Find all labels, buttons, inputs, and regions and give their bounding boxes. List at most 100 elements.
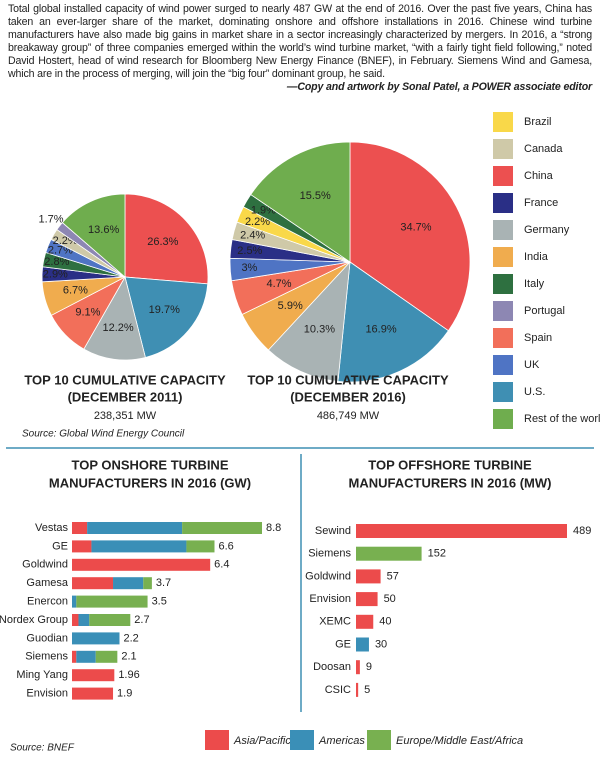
bar-segment [72,614,79,626]
pie-slice [61,193,126,278]
total-label: 3.5 [152,596,167,608]
legend-swatch [493,193,513,213]
legend-label: Europe/Middle East/Africa [396,735,523,747]
bar-segment [72,577,114,590]
chart-title: (DECEMBER 2016) [290,389,406,404]
bar-segment [95,650,118,663]
legend-label: Portugal [524,305,565,317]
bar-segment [72,650,77,663]
total-label: 8.8 [266,522,281,534]
legend-label: China [524,170,554,182]
value-label: 50 [384,593,396,605]
bar-segment [182,522,262,534]
legend-swatch [493,112,513,132]
bar [356,637,369,652]
legend-swatch [493,328,513,348]
chart-subtitle: 238,351 MW [94,410,157,422]
legend-label: India [524,251,549,263]
pie-label: 2.2% [245,216,270,228]
legend-swatch [493,301,513,321]
source: Source: Global Wind Energy Council [22,429,185,440]
category-label: Siemens [308,548,351,560]
bar-segment [72,687,114,700]
legend-label: Americas [318,735,365,747]
pie-label: 26.3% [147,236,178,248]
bar [356,614,374,629]
pie-slice [250,141,351,263]
total-label: 2.7 [134,614,149,626]
pie-label: 4.7% [266,278,291,290]
chart-title: (DECEMBER 2011) [68,389,183,404]
pie-label: 1.7% [38,213,63,225]
bar-segment [72,632,120,645]
pie-label: 19.7% [149,304,180,316]
bar-segment [91,540,187,553]
legend-label: Rest of the world [524,413,600,425]
legend-swatch [493,220,513,240]
legend-swatch [205,730,229,750]
intro-text: Total global installed capacity of wind … [8,3,592,80]
total-label: 3.7 [156,577,171,589]
chart-title: MANUFACTURERS IN 2016 (MW) [349,475,552,490]
bar [356,592,378,607]
chart-subtitle: 486,749 MW [317,410,380,422]
chart-title: TOP 10 CUMULATIVE CAPACITY [24,372,226,387]
category-label: Nordex Group [0,614,68,626]
legend-swatch [493,409,513,429]
bar-segment [72,540,92,553]
bar [356,524,567,538]
total-label: 6.6 [219,540,234,552]
pie-slice [349,141,471,332]
bar [356,546,422,561]
category-label: Guodian [26,632,68,644]
chart-title: TOP OFFSHORE TURBINE [368,457,532,472]
pie-label: 12.2% [102,322,133,334]
category-label: Enercon [27,596,68,608]
total-label: 1.96 [118,669,139,681]
bar-segment [78,614,90,626]
category-label: XEMC [319,616,351,628]
bar [356,569,381,584]
category-label: Ming Yang [16,669,68,681]
legend-label: U.S. [524,386,545,398]
legend-swatch [493,274,513,294]
legend-swatch [493,139,513,159]
legend-label: Asia/Pacific [233,735,291,747]
legend-label: Germany [524,224,570,236]
category-label: Envision [26,688,68,700]
legend-label: Brazil [524,116,552,128]
bar-segment [87,522,183,534]
total-label: 1.9 [117,688,132,700]
category-label: CSIC [325,684,351,696]
category-label: Goldwind [305,570,351,582]
value-label: 30 [375,638,387,650]
legend-swatch [290,730,314,750]
bar-segment [113,577,144,590]
pie-slice [83,275,146,361]
pie-label: 2.9% [43,269,68,281]
bar-segment [76,595,148,608]
bar-segment [76,650,96,663]
value-label: 489 [573,525,591,537]
value-label: 152 [428,548,446,560]
credit: —Copy and artwork by Sonal Patel, a POWE… [286,81,592,93]
chart-title: TOP 10 CUMULATIVE CAPACITY [247,372,449,387]
value-label: 57 [387,570,399,582]
bar-segment [89,614,131,626]
pie-slice [267,260,351,382]
pie-label: 9.1% [75,307,100,319]
pie-label: 3% [241,262,257,274]
total-label: 2.1 [121,651,136,663]
pie-label: 16.9% [365,324,396,336]
pie-slice [124,276,209,358]
legend-label: France [524,197,558,209]
total-label: 6.4 [214,559,229,571]
pie-label: 2.4% [240,230,265,242]
pie-label: 34.7% [400,222,431,234]
category-label: Doosan [313,661,351,673]
category-label: GE [52,540,68,552]
pie-slice [337,261,449,383]
chart-title: MANUFACTURERS IN 2016 (GW) [49,475,251,490]
pie-slice [124,193,209,285]
legend-swatch [493,166,513,186]
